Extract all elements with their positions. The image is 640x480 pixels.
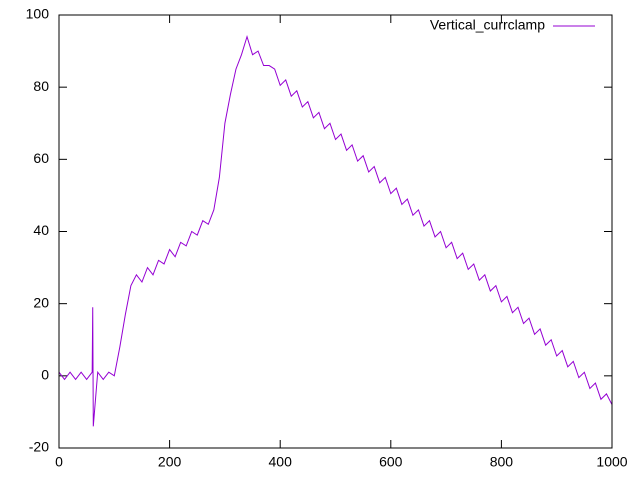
legend-label: Vertical_currclamp <box>430 17 545 33</box>
x-tick-label: 600 <box>379 454 403 470</box>
y-tick-label: -20 <box>29 439 49 455</box>
plot-border <box>58 14 613 449</box>
x-tick-label: 800 <box>490 454 514 470</box>
y-tick-label: 80 <box>33 78 49 94</box>
x-tick-label: 0 <box>55 454 63 470</box>
x-tick-label: 400 <box>269 454 293 470</box>
y-tick-label: 100 <box>26 6 50 22</box>
x-tick-label: 1000 <box>596 454 627 470</box>
data-line <box>58 34 613 427</box>
y-tick-label: 0 <box>41 367 49 383</box>
y-tick-label: 20 <box>33 294 49 310</box>
x-tick-label: 200 <box>158 454 182 470</box>
y-tick-label: 40 <box>33 222 49 238</box>
y-tick-label: 60 <box>33 150 49 166</box>
